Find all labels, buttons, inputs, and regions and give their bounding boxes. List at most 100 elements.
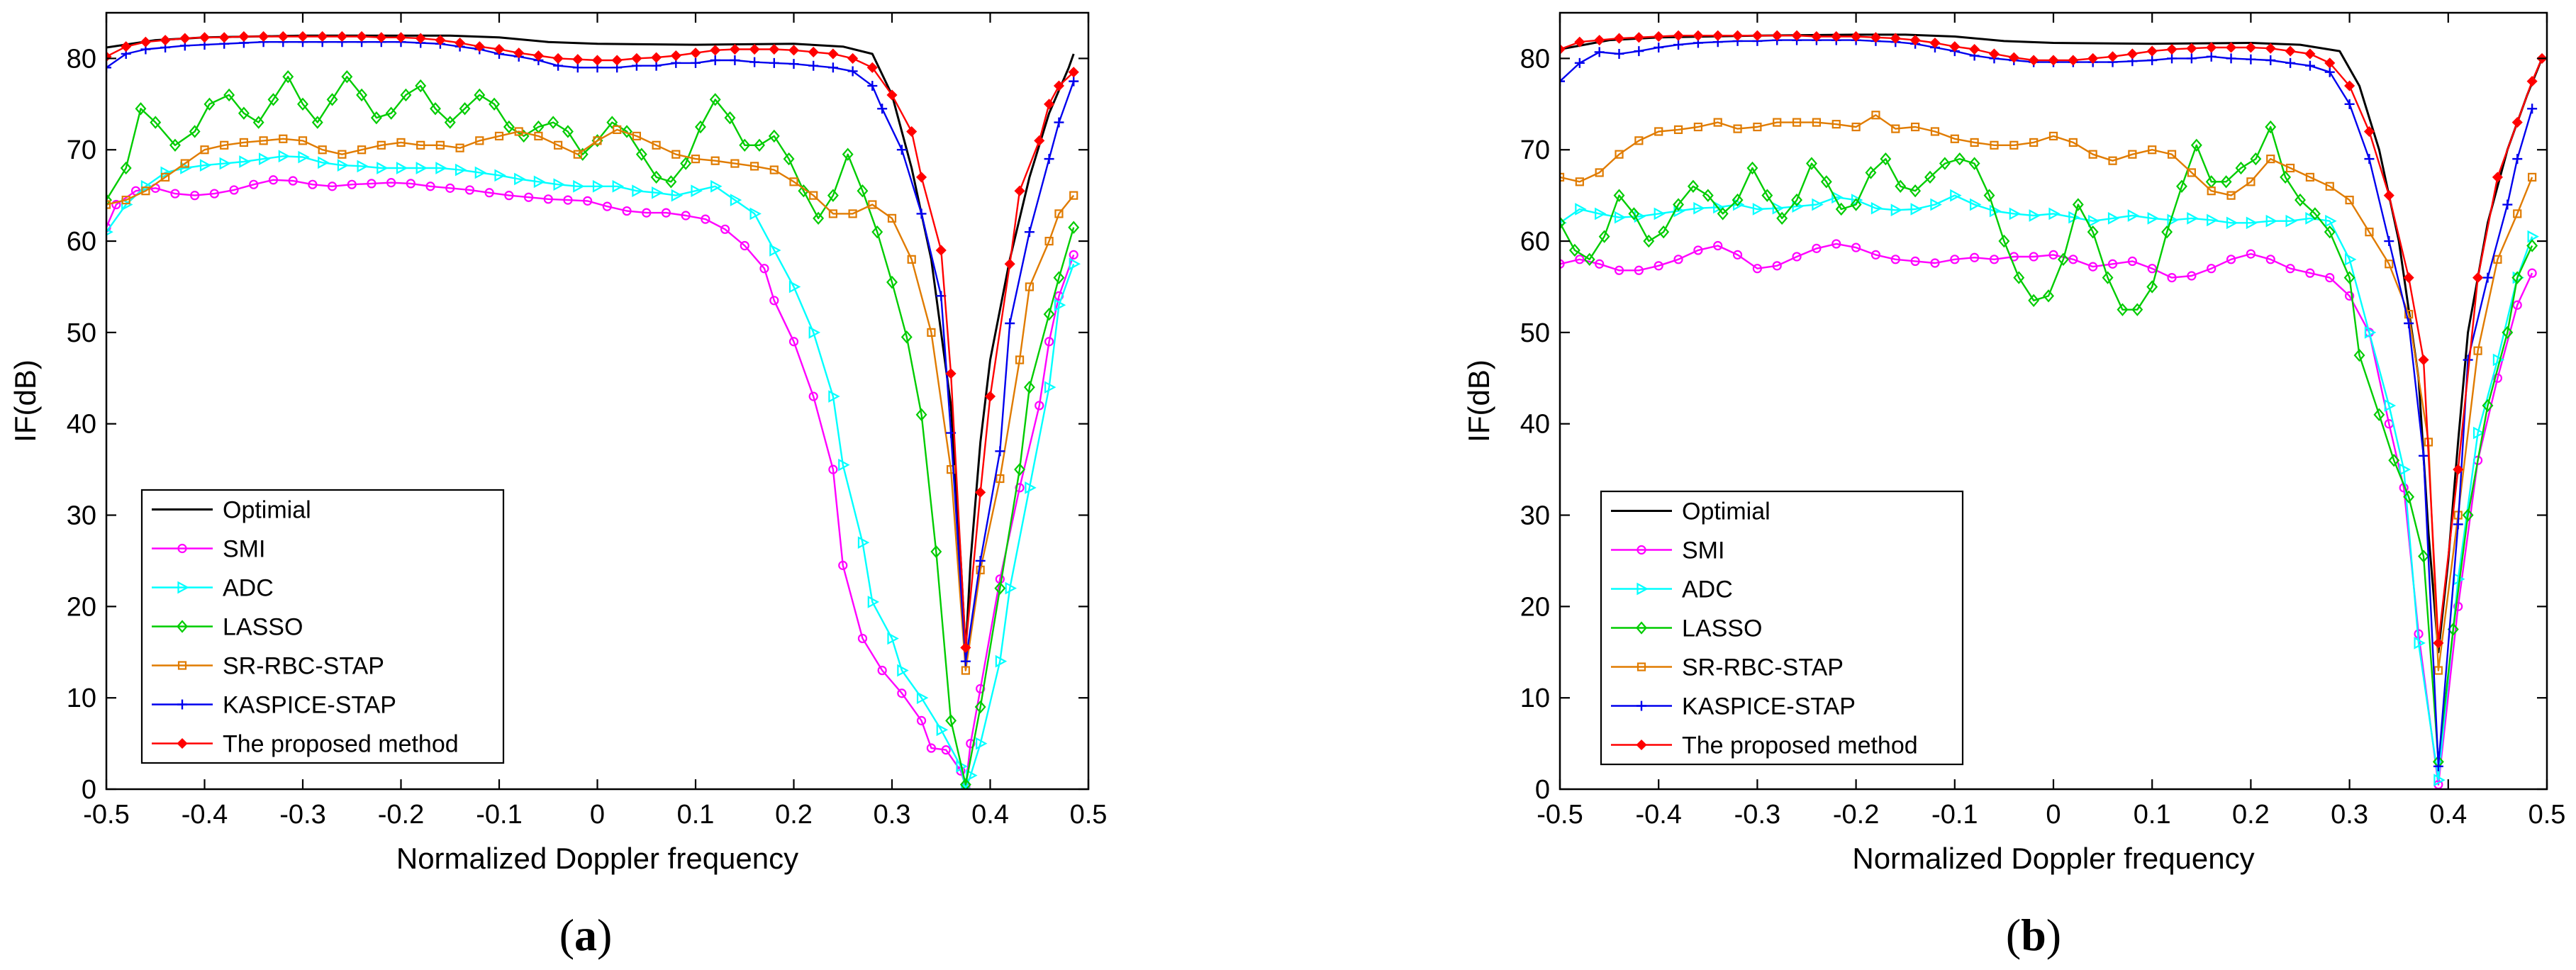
data-point-kaspice-stap bbox=[2285, 57, 2296, 68]
data-point-sr-rbc-stap bbox=[868, 200, 877, 209]
data-point-adc bbox=[887, 632, 899, 645]
data-point-the-proposed-method bbox=[552, 52, 564, 64]
data-point-the-proposed-method bbox=[2146, 45, 2158, 57]
data-point-sr-rbc-stap bbox=[1560, 172, 1565, 182]
data-point-sr-rbc-stap bbox=[710, 156, 720, 165]
data-point-lasso bbox=[2324, 225, 2336, 239]
data-point-sr-rbc-stap bbox=[749, 162, 759, 171]
data-point-the-proposed-method bbox=[788, 45, 800, 56]
data-point-lasso bbox=[150, 116, 162, 129]
data-point-lasso bbox=[635, 147, 647, 161]
data-point-sr-rbc-stap bbox=[1733, 124, 1742, 133]
y-tick-label: 60 bbox=[1520, 227, 1550, 257]
data-point-sr-rbc-stap bbox=[769, 165, 779, 174]
data-point-the-proposed-method bbox=[258, 30, 269, 43]
data-point-adc bbox=[514, 172, 526, 186]
data-point-kaspice-stap bbox=[2147, 55, 2158, 65]
data-point-kaspice-stap bbox=[1054, 117, 1064, 128]
data-point-the-proposed-method bbox=[356, 30, 367, 43]
data-point-adc bbox=[298, 150, 310, 164]
data-point-the-proposed-method bbox=[140, 36, 151, 48]
x-tick-label: -0.5 bbox=[1537, 800, 1583, 830]
data-point-smi bbox=[1575, 255, 1585, 264]
data-point-sr-rbc-stap bbox=[514, 127, 523, 136]
data-point-adc bbox=[2305, 212, 2317, 225]
legend-label: Optimial bbox=[223, 497, 311, 524]
data-point-sr-rbc-stap bbox=[2148, 145, 2157, 155]
data-point-lasso bbox=[2176, 179, 2187, 193]
data-point-the-proposed-method bbox=[2403, 272, 2414, 284]
data-point-kaspice-stap bbox=[916, 208, 927, 219]
legend-label: The proposed method bbox=[223, 731, 459, 758]
data-point-lasso bbox=[827, 189, 839, 202]
data-point-lasso bbox=[1895, 179, 1907, 193]
data-point-sr-rbc-stap bbox=[1025, 282, 1035, 291]
x-tick-label: -0.4 bbox=[1635, 800, 1681, 830]
data-point-the-proposed-method bbox=[160, 35, 171, 46]
data-point-smi bbox=[1950, 255, 1960, 264]
data-point-sr-rbc-stap bbox=[1673, 125, 1683, 134]
data-point-sr-rbc-stap bbox=[435, 140, 445, 150]
data-point-smi bbox=[504, 191, 514, 201]
data-point-the-proposed-method bbox=[866, 62, 878, 73]
legend-marker bbox=[1637, 701, 1646, 711]
legend-marker bbox=[177, 661, 187, 670]
data-point-smi bbox=[857, 633, 868, 644]
data-point-sr-rbc-stap bbox=[1891, 124, 1900, 133]
data-point-sr-rbc-stap bbox=[279, 134, 288, 143]
legend-item-the-proposed-method: The proposed method bbox=[152, 731, 459, 758]
data-point-adc bbox=[494, 169, 506, 182]
data-point-lasso bbox=[945, 714, 957, 728]
data-point-kaspice-stap bbox=[975, 555, 986, 566]
data-point-lasso bbox=[650, 170, 662, 184]
data-point-kaspice-stap bbox=[1069, 76, 1079, 87]
data-point-adc bbox=[1025, 481, 1037, 494]
y-tick-label: 60 bbox=[67, 227, 96, 257]
data-point-adc bbox=[1575, 203, 1587, 216]
data-point-lasso bbox=[813, 211, 825, 225]
data-point-the-proposed-method bbox=[277, 30, 289, 43]
data-point-smi bbox=[327, 182, 338, 191]
data-point-sr-rbc-stap bbox=[475, 136, 484, 145]
data-point-adc bbox=[2226, 216, 2238, 230]
data-point-the-proposed-method bbox=[1633, 32, 1644, 43]
x-tick-label: -0.5 bbox=[83, 800, 129, 830]
data-point-sr-rbc-stap bbox=[2345, 195, 2354, 205]
data-point-smi bbox=[1614, 265, 1624, 275]
data-point-adc bbox=[897, 664, 909, 677]
data-point-sr-rbc-stap bbox=[2009, 140, 2019, 150]
data-point-smi bbox=[2512, 300, 2522, 310]
y-tick-label: 0 bbox=[1535, 775, 1550, 805]
data-point-lasso bbox=[459, 102, 471, 116]
data-point-smi bbox=[1673, 255, 1683, 264]
data-point-sr-rbc-stap bbox=[2226, 191, 2236, 200]
data-point-sr-rbc-stap bbox=[593, 136, 602, 145]
data-point-sr-rbc-stap bbox=[1950, 134, 1959, 143]
x-tick-label: -0.1 bbox=[476, 800, 522, 830]
data-point-the-proposed-method bbox=[1988, 48, 2000, 60]
data-point-kaspice-stap bbox=[808, 60, 819, 71]
series-sr-rbc-stap bbox=[1560, 111, 2537, 675]
data-point-lasso bbox=[1761, 189, 1773, 202]
data-point-the-proposed-method bbox=[915, 172, 927, 183]
series-line-sr-rbc-stap bbox=[1560, 114, 2533, 671]
data-point-adc bbox=[838, 458, 850, 472]
x-tick-label: 0.4 bbox=[971, 800, 1009, 830]
data-point-kaspice-stap bbox=[2453, 519, 2463, 530]
data-point-the-proposed-method bbox=[2087, 52, 2099, 64]
data-point-adc bbox=[651, 186, 664, 199]
data-point-lasso bbox=[974, 700, 986, 714]
y-tick-label: 0 bbox=[82, 775, 96, 805]
data-point-smi bbox=[386, 178, 396, 188]
chart-panel-a: -0.5 -0.4 -0.3 -0.2 -0.1 0 0.1 0.2 0.3 0.4 0.5 0 10 2… bbox=[9, 11, 1107, 875]
data-point-kaspice-stap bbox=[710, 55, 720, 65]
data-point-lasso bbox=[606, 116, 618, 129]
data-point-the-proposed-method bbox=[729, 43, 740, 55]
data-point-sr-rbc-stap bbox=[534, 131, 543, 141]
legend-label: LASSO bbox=[223, 614, 303, 641]
data-point-lasso bbox=[120, 161, 132, 175]
y-tick-label: 40 bbox=[1520, 410, 1550, 440]
data-point-smi bbox=[2492, 373, 2502, 383]
data-point-lasso bbox=[1865, 166, 1877, 179]
